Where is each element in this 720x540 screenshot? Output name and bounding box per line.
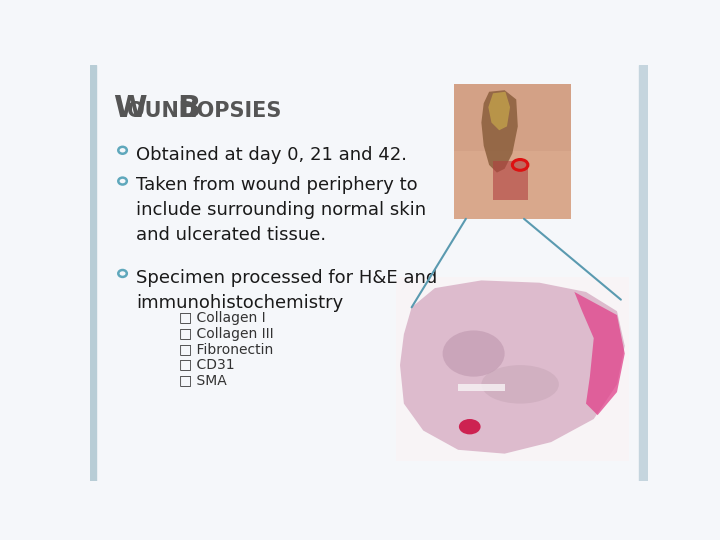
Bar — [454, 84, 570, 151]
Text: □ SMA: □ SMA — [179, 373, 227, 387]
Text: W: W — [113, 94, 147, 123]
Text: □ Collagen III: □ Collagen III — [179, 327, 274, 341]
Bar — [458, 384, 505, 390]
Ellipse shape — [443, 330, 505, 377]
Text: □ Fibronectin: □ Fibronectin — [179, 342, 274, 356]
Ellipse shape — [459, 419, 481, 434]
Text: IOPSIES: IOPSIES — [189, 101, 282, 121]
Bar — [493, 161, 528, 200]
Polygon shape — [575, 292, 625, 415]
Text: B: B — [177, 94, 200, 123]
Bar — [90, 65, 96, 481]
Ellipse shape — [482, 365, 559, 403]
Bar — [454, 84, 570, 219]
Polygon shape — [488, 92, 510, 130]
Bar — [396, 276, 629, 461]
Polygon shape — [482, 90, 518, 173]
Text: Obtained at day 0, 21 and 42.: Obtained at day 0, 21 and 42. — [137, 146, 408, 164]
Text: OUND: OUND — [127, 101, 204, 121]
Text: Specimen processed for H&E and
immunohistochemistry: Specimen processed for H&E and immunohis… — [137, 269, 438, 312]
Text: □ Collagen I: □ Collagen I — [179, 311, 266, 325]
Bar — [639, 65, 648, 481]
Text: Taken from wound periphery to
include surrounding normal skin
and ulcerated tiss: Taken from wound periphery to include su… — [137, 177, 427, 245]
Polygon shape — [400, 280, 625, 454]
Text: □ CD31: □ CD31 — [179, 357, 235, 372]
